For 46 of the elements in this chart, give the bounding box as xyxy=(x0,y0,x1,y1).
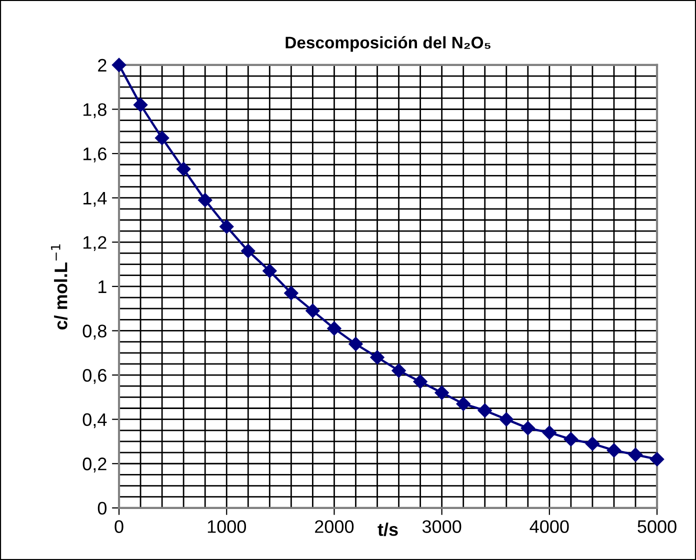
point xyxy=(650,452,664,466)
point xyxy=(564,432,578,446)
x-tick-label: 3000 xyxy=(422,520,462,533)
point xyxy=(327,321,342,336)
point xyxy=(306,304,320,318)
point xyxy=(456,396,470,411)
point xyxy=(133,98,148,112)
y-tick-label: 1,8 xyxy=(83,103,106,118)
y-tick-label: 0,4 xyxy=(82,413,107,428)
y-tick-label: 1,2 xyxy=(83,236,106,251)
y-tick-label: 1 xyxy=(98,280,106,293)
point xyxy=(284,286,298,300)
x-tick-label: 1000 xyxy=(208,520,246,533)
point xyxy=(585,436,600,451)
point xyxy=(434,386,449,400)
point xyxy=(499,412,514,426)
chart-title: Descomposición del N₂O₅ xyxy=(286,36,490,52)
x-tick-label: 2000 xyxy=(315,520,354,533)
point xyxy=(198,192,212,208)
point xyxy=(154,130,170,146)
point xyxy=(542,426,556,440)
point xyxy=(370,350,384,364)
point xyxy=(392,364,406,378)
y-tick-label: 2 xyxy=(98,58,106,72)
y-tick-label: 0,6 xyxy=(82,368,106,384)
y-tick-label: 0,8 xyxy=(82,324,106,340)
point xyxy=(628,448,643,462)
point xyxy=(606,443,622,458)
point xyxy=(220,220,234,234)
point xyxy=(241,244,256,258)
y-tick-label: 1,6 xyxy=(83,147,106,162)
x-tick-label: 4000 xyxy=(530,520,569,533)
point xyxy=(520,421,535,436)
point xyxy=(262,264,277,278)
x-tick-label: 5000 xyxy=(638,520,676,533)
y-tick-label: 0 xyxy=(98,502,107,515)
point xyxy=(413,374,428,389)
y-axis-title: c/ mol.L$^{−1}$ xyxy=(51,244,68,330)
y-tick-label: 1,4 xyxy=(83,192,107,207)
point xyxy=(112,58,126,72)
x-tick-label: 0 xyxy=(114,520,124,533)
point xyxy=(348,336,363,352)
x-axis-title: t/s xyxy=(378,522,398,536)
point xyxy=(478,403,492,418)
point xyxy=(176,162,191,176)
y-tick-label: 0,2 xyxy=(82,458,106,472)
